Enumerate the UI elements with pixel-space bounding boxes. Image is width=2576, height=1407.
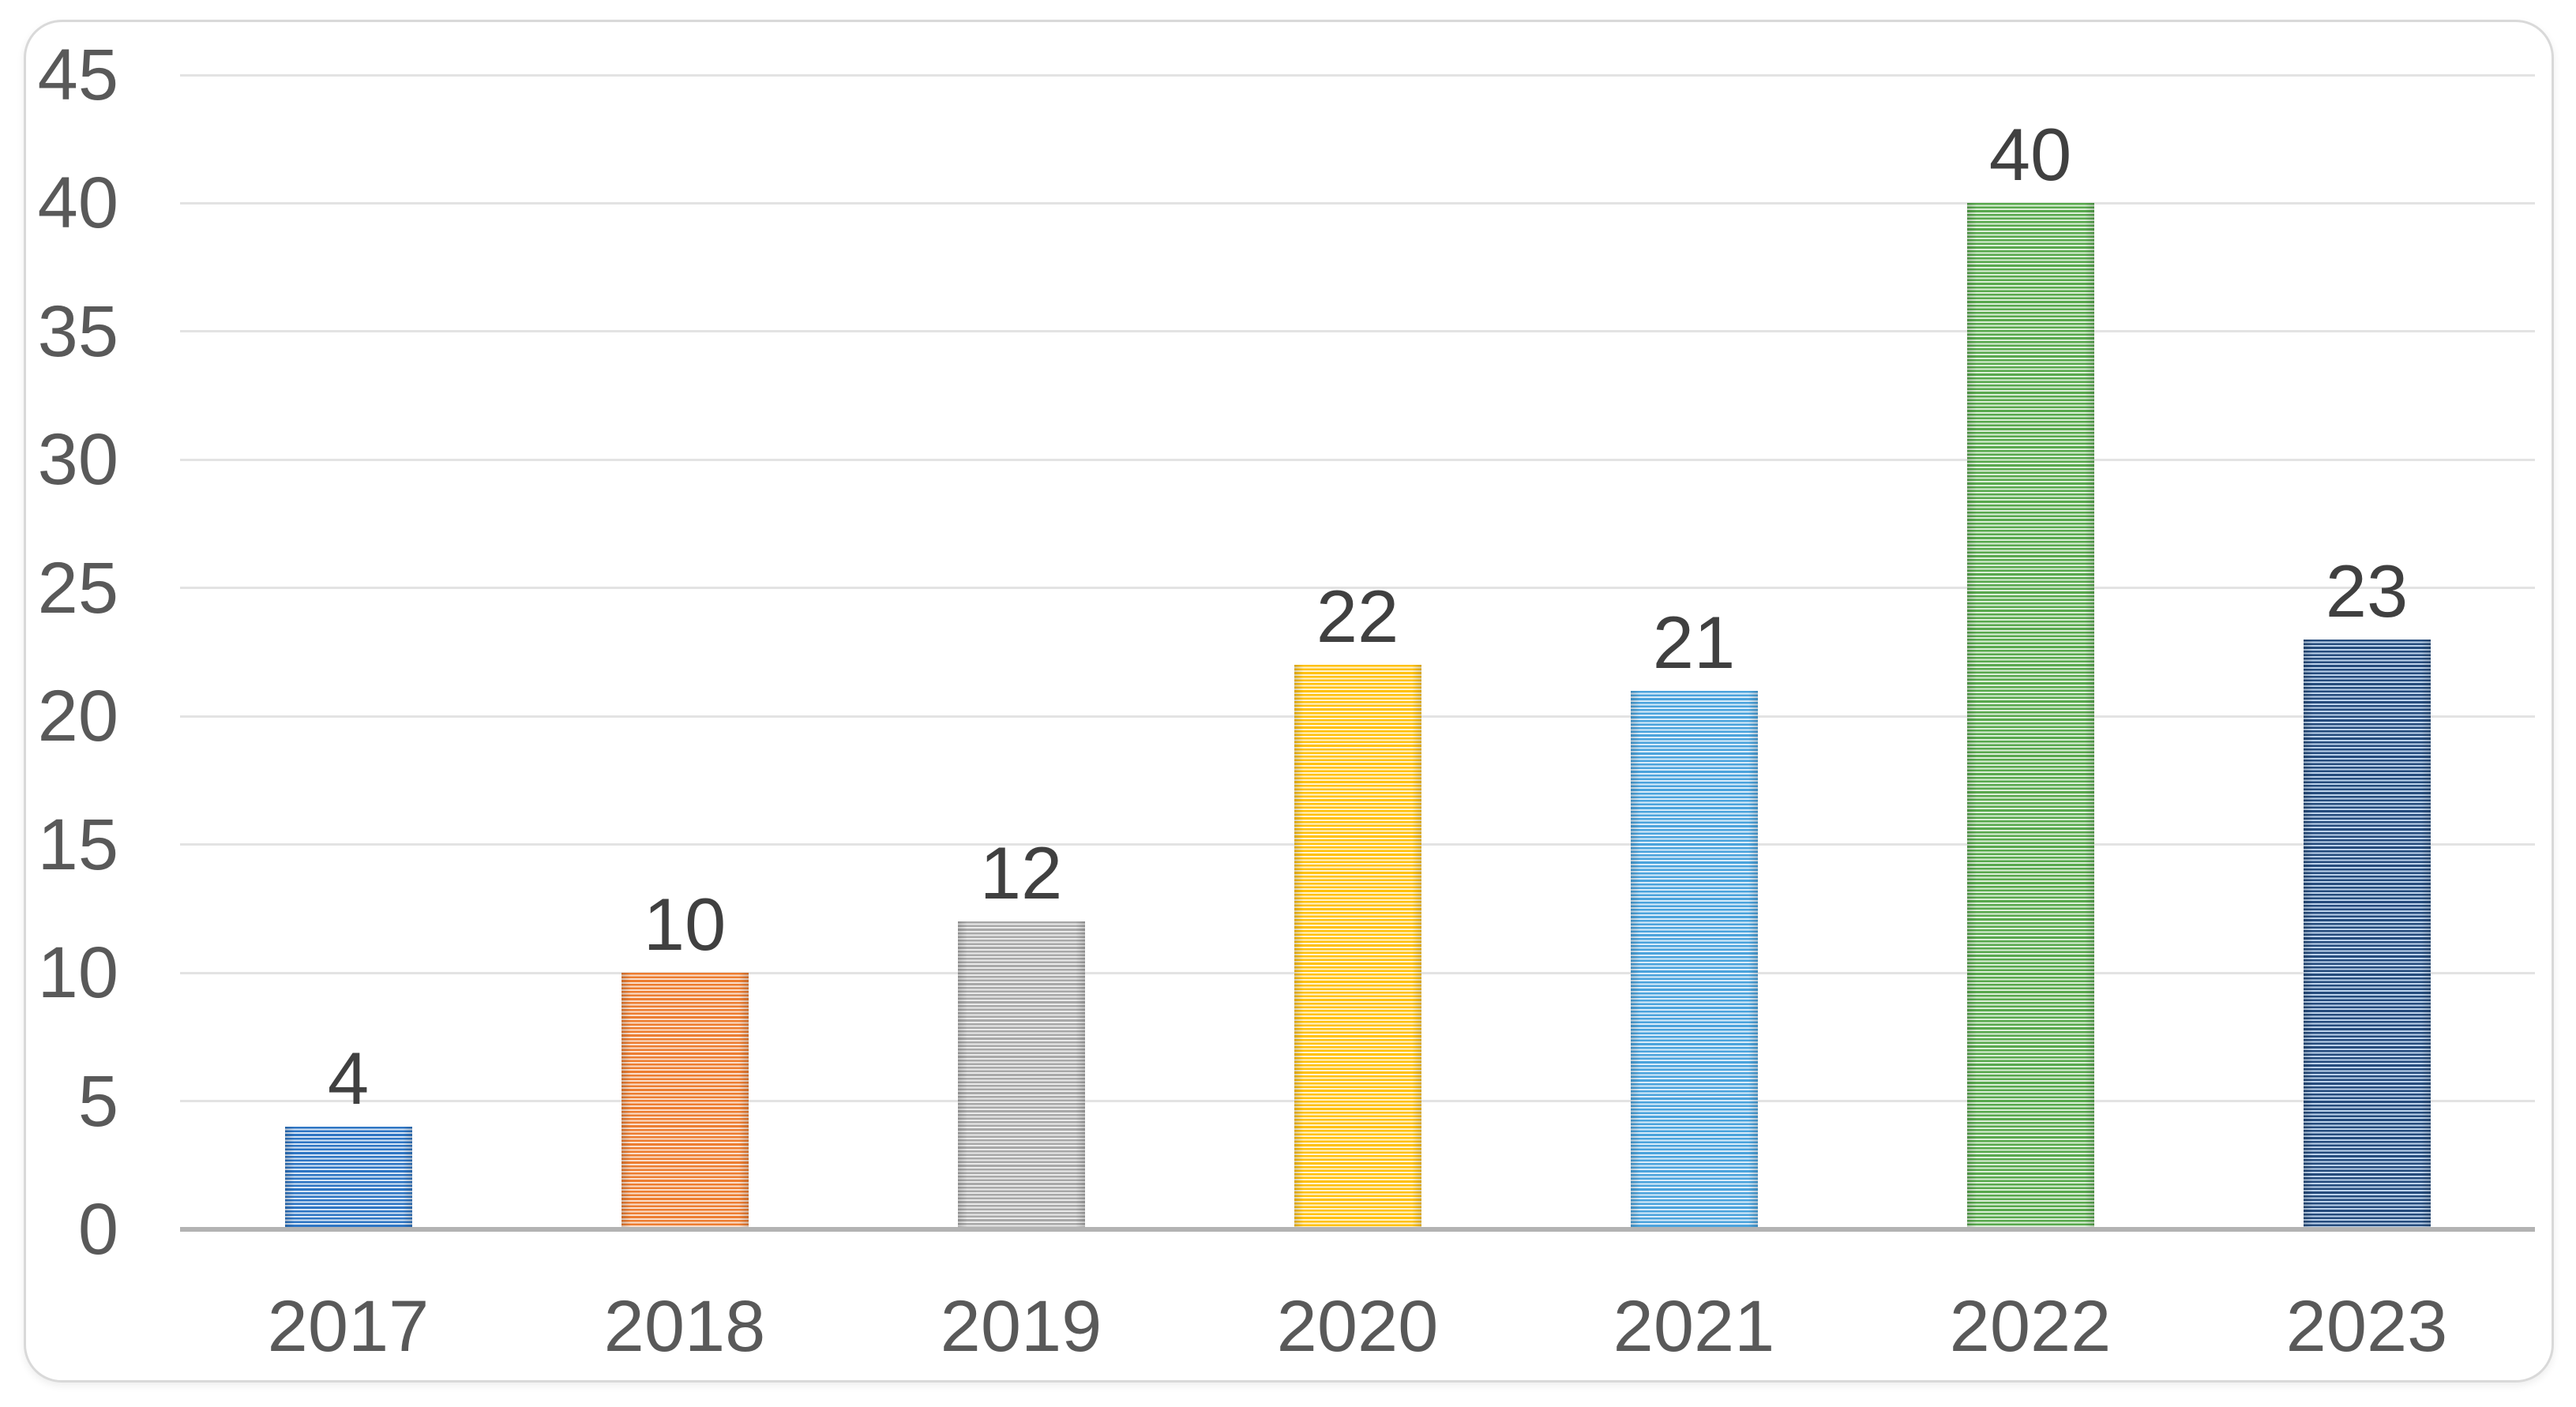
x-tick-label-2022: 2022 (1949, 1286, 2112, 1367)
bar-2021 (1631, 691, 1758, 1229)
y-tick-label-5: 5 (77, 1061, 118, 1142)
y-tick-label-10: 10 (37, 932, 118, 1013)
bar-2023 (2304, 640, 2431, 1229)
y-tick-label-20: 20 (37, 676, 118, 756)
gridline-y-30 (180, 459, 2535, 461)
x-tick-label-2020: 2020 (1276, 1286, 1439, 1367)
y-tick-label-25: 25 (37, 548, 118, 628)
gridline-y-35 (180, 330, 2535, 332)
y-tick-label-35: 35 (37, 291, 118, 372)
y-tick-label-40: 40 (37, 163, 118, 243)
bar-2022 (1967, 203, 2094, 1229)
gridline-y-45 (180, 74, 2535, 77)
y-tick-label-45: 45 (37, 35, 118, 115)
x-axis-line (180, 1227, 2535, 1232)
x-tick-label-2018: 2018 (603, 1286, 766, 1367)
y-tick-label-0: 0 (77, 1189, 118, 1270)
gridline-y-40 (180, 202, 2535, 204)
bar-2017 (285, 1127, 412, 1229)
x-tick-label-2021: 2021 (1613, 1286, 1775, 1367)
bar-value-label-2019: 12 (979, 831, 1063, 914)
bar-value-label-2017: 4 (327, 1037, 370, 1120)
bar-2018 (621, 973, 749, 1229)
x-tick-label-2017: 2017 (267, 1286, 430, 1367)
bar-value-label-2021: 21 (1652, 601, 1736, 684)
bar-value-label-2020: 22 (1316, 575, 1399, 658)
y-tick-label-30: 30 (37, 419, 118, 500)
bar-value-label-2022: 40 (1988, 113, 2072, 196)
x-tick-label-2023: 2023 (2285, 1286, 2448, 1367)
chart-card (24, 20, 2554, 1383)
bar-value-label-2018: 10 (643, 883, 727, 966)
bar-2019 (958, 921, 1085, 1229)
x-tick-label-2019: 2019 (940, 1286, 1102, 1367)
y-tick-label-15: 15 (37, 805, 118, 885)
bar-value-label-2023: 23 (2325, 550, 2409, 632)
bar-2020 (1294, 665, 1421, 1229)
gridline-y-25 (180, 587, 2535, 589)
